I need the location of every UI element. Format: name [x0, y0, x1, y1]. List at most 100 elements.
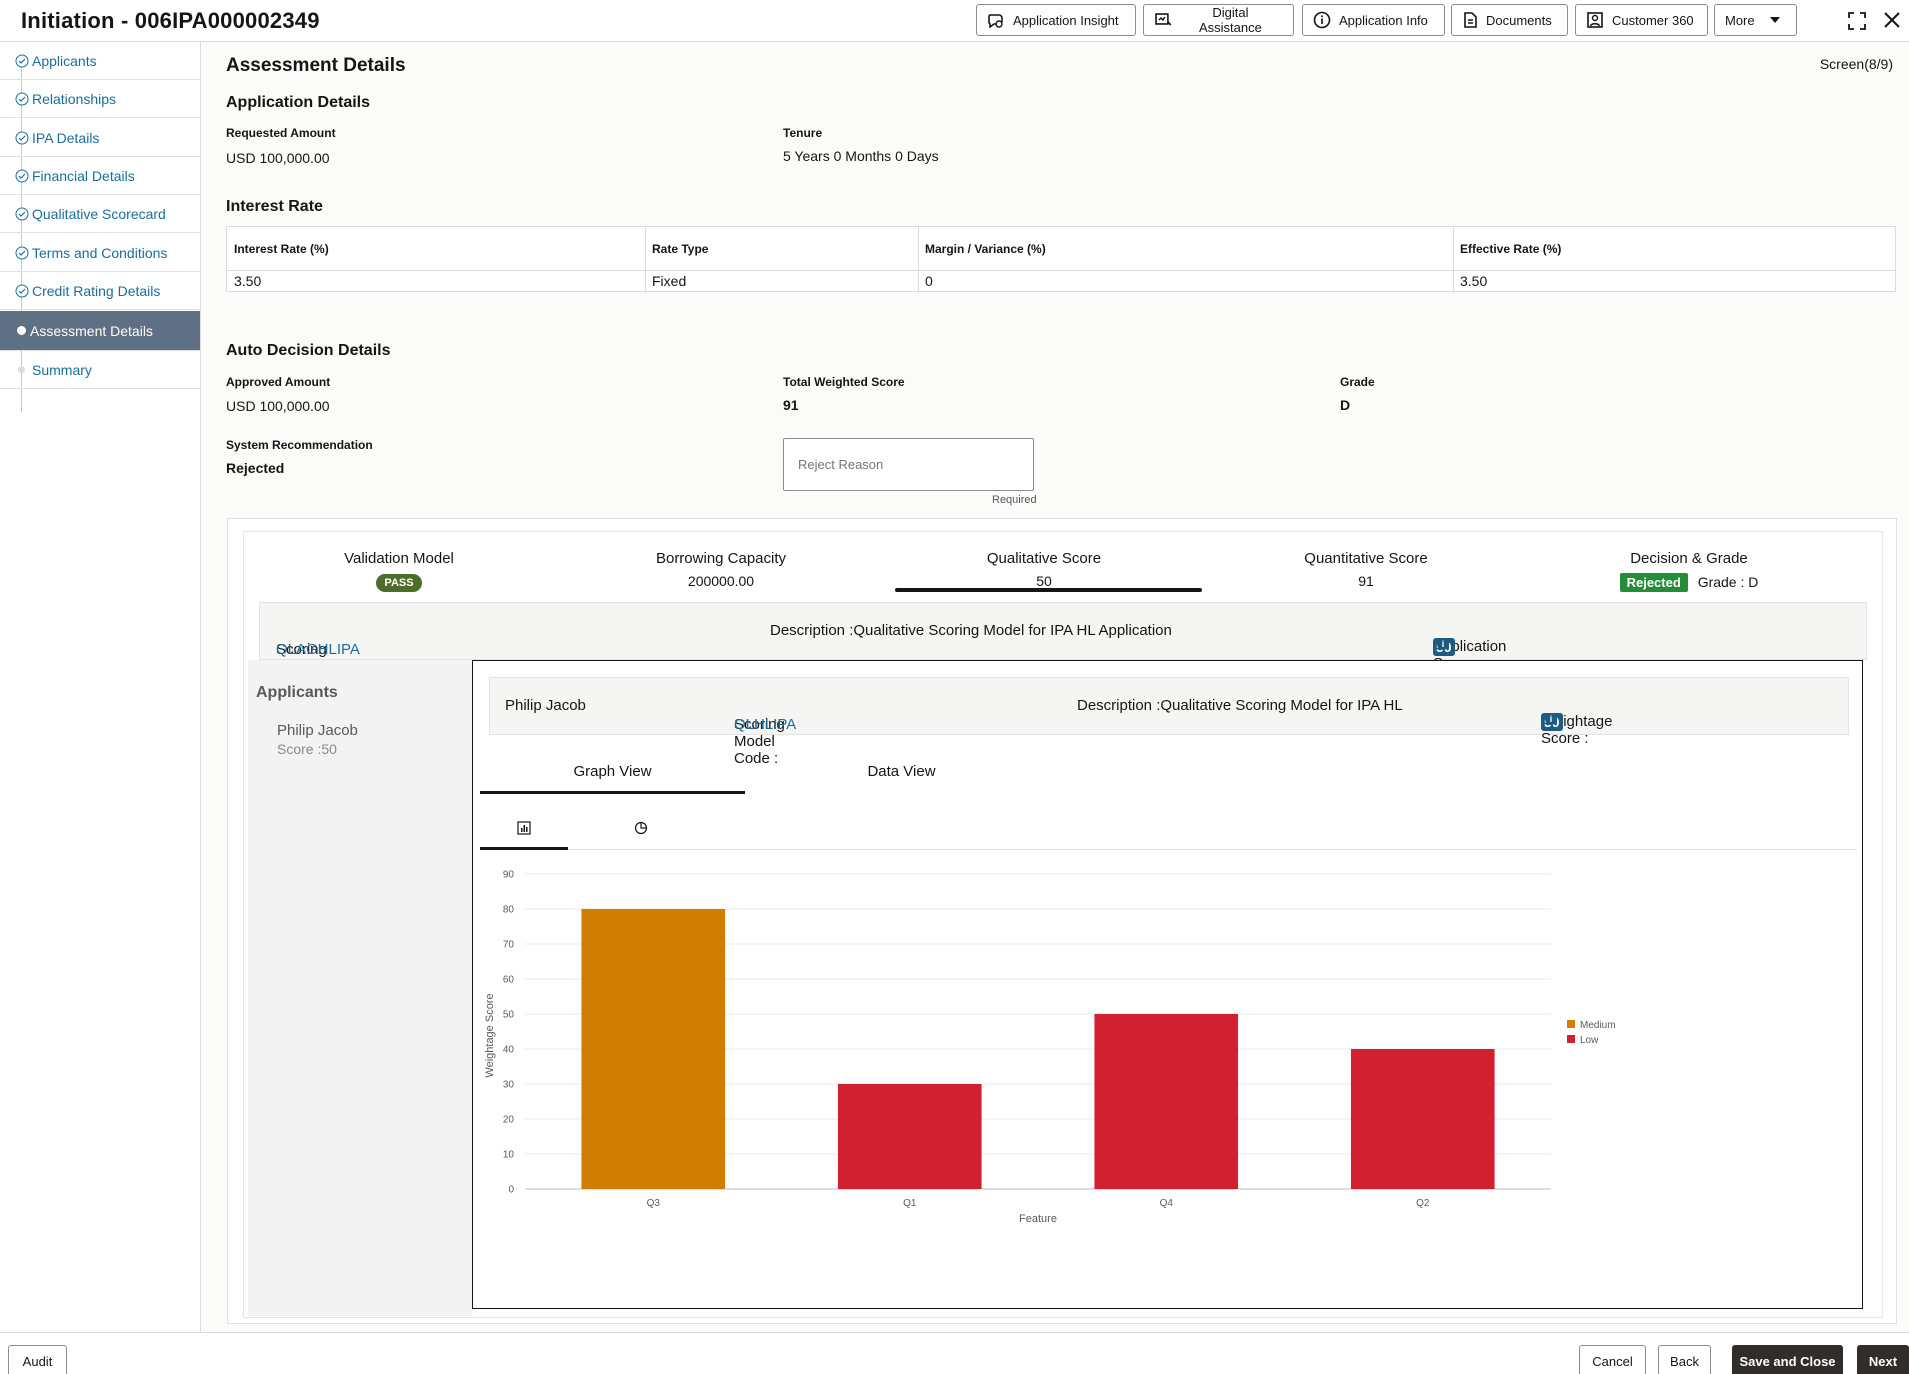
- customer-icon: [1587, 12, 1603, 28]
- applicant-scoring-bar: Philip Jacob Scoring Model Code : QLHLIPA…: [489, 677, 1849, 767]
- more-label: More: [1725, 12, 1755, 28]
- back-button[interactable]: Back: [1658, 1345, 1711, 1374]
- y-tick-label: 90: [503, 870, 515, 881]
- applicant-score-detail: Philip Jacob Scoring Model Code : QLHLIPA…: [472, 660, 1863, 1309]
- tab-title: Borrowing Capacity: [655, 550, 787, 567]
- reject-reason-input[interactable]: [783, 438, 1034, 491]
- sidebar-item-applicants[interactable]: Applicants: [0, 42, 200, 80]
- x-tick-label: Q1: [903, 1198, 917, 1209]
- column-header: Interest Rate (%): [234, 242, 329, 256]
- digital-assistance-label: Digital Assistance: [1198, 5, 1262, 35]
- info-icon: [1313, 11, 1331, 29]
- score-panel-inner: Validation Model PASS Borrowing Capacity…: [243, 531, 1883, 1318]
- audit-button[interactable]: Audit: [8, 1345, 67, 1374]
- table-cell: 0: [925, 273, 933, 289]
- bar-q1: [837, 1084, 982, 1189]
- applicant-name: Philip Jacob: [277, 722, 358, 739]
- digital-assistant-icon: [1155, 13, 1172, 26]
- tab-title: Validation Model: [344, 550, 454, 567]
- sidebar-item-qualitative-scorecard[interactable]: Qualitative Scorecard: [0, 195, 200, 233]
- documents-label: Documents: [1486, 12, 1552, 28]
- score-panel: Validation Model PASS Borrowing Capacity…: [227, 518, 1897, 1324]
- applicants-list-panel: Applicants Philip Jacob Score :50: [248, 660, 472, 1316]
- save-and-close-button[interactable]: Save and Close: [1732, 1345, 1843, 1374]
- column-divider: [645, 227, 646, 293]
- check-circle-icon: [15, 54, 29, 68]
- digital-assistance-button[interactable]: Digital Assistance: [1143, 4, 1294, 36]
- chart-tab-divider: [480, 849, 1857, 850]
- sidebar-item-label: Applicants: [32, 52, 97, 69]
- tab-title: Quantitative Score: [1304, 550, 1428, 567]
- pending-step-dot: [18, 366, 25, 373]
- tab-graph-view[interactable]: Graph View: [573, 763, 652, 780]
- scoring-model-code-link[interactable]: QLAGHLIPA: [276, 641, 360, 658]
- sidebar-item-credit-rating-details[interactable]: Credit Rating Details: [0, 272, 200, 310]
- page-title: Initiation - 006IPA000002349: [21, 8, 320, 33]
- check-circle-icon: [15, 92, 29, 106]
- application-details-heading: Application Details: [226, 94, 371, 111]
- application-info-button[interactable]: Application Info: [1302, 4, 1445, 36]
- y-tick-label: 20: [503, 1115, 515, 1126]
- next-button[interactable]: Next: [1857, 1345, 1909, 1374]
- scoring-model-bar: Scoring Model Code : QLAGHLIPA Descripti…: [259, 602, 1867, 692]
- selected-view-indicator: [480, 791, 745, 794]
- requested-amount-value: USD 100,000.00: [226, 150, 330, 166]
- check-circle-icon: [15, 246, 29, 260]
- pie-chart-icon[interactable]: [634, 821, 648, 835]
- sidebar-item-assessment-details[interactable]: Assessment Details: [0, 311, 200, 351]
- tab-data-view[interactable]: Data View: [867, 763, 936, 780]
- sidebar-item-label: Financial Details: [32, 167, 135, 184]
- y-tick-label: 50: [503, 1010, 515, 1021]
- sidebar-item-terms-and-conditions[interactable]: Terms and Conditions: [0, 234, 200, 272]
- sidebar-item-label: Relationships: [32, 90, 117, 107]
- legend-swatch-medium: [1567, 1020, 1575, 1028]
- table-header-row: [227, 227, 1895, 271]
- grade-value: D: [1340, 397, 1351, 413]
- close-icon[interactable]: [1882, 10, 1902, 30]
- application-info-label: Application Info: [1339, 12, 1428, 28]
- sidebar-item-label: Credit Rating Details: [32, 282, 161, 299]
- tab-title: Qualitative Score: [986, 550, 1102, 567]
- table-cell: 3.50: [1460, 273, 1488, 289]
- sidebar-item-label: Terms and Conditions: [32, 244, 168, 261]
- customer-360-button[interactable]: Customer 360: [1575, 4, 1708, 36]
- sidebar-item-summary[interactable]: Summary: [0, 351, 200, 389]
- more-button[interactable]: More: [1714, 4, 1797, 36]
- maximize-icon[interactable]: [1846, 10, 1868, 32]
- rejected-badge: Rejected: [1619, 573, 1688, 592]
- tab-quantitative-score[interactable]: Quantitative Score 91: [1211, 550, 1521, 589]
- applicant-scoring-code-link[interactable]: QLHLIPA: [734, 716, 797, 733]
- application-insight-label: Application Insight: [1013, 12, 1119, 28]
- applicant-item[interactable]: Philip Jacob Score :50: [277, 722, 358, 757]
- sidebar-item-financial-details[interactable]: Financial Details: [0, 157, 200, 195]
- tab-value: 200000.00: [687, 573, 755, 589]
- bar-q4: [1094, 1014, 1239, 1189]
- y-tick-label: 70: [503, 940, 515, 951]
- application-insight-button[interactable]: Application Insight: [976, 4, 1136, 36]
- tab-decision-grade[interactable]: Decision & Grade Rejected Grade : D: [1534, 550, 1844, 592]
- scoring-description: Description :Qualitative Scoring Model f…: [770, 622, 1172, 639]
- info-icon[interactable]: i: [1545, 713, 1557, 725]
- sidebar-item-label: Assessment Details: [30, 322, 153, 339]
- tab-qualitative-score[interactable]: Qualitative Score 50: [889, 550, 1199, 589]
- documents-button[interactable]: Documents: [1451, 4, 1568, 36]
- interest-rate-table: Interest Rate (%) Rate Type Margin / Var…: [226, 226, 1896, 293]
- selected-chart-indicator: [480, 847, 568, 850]
- insight-icon: [988, 14, 1003, 28]
- section-title: Assessment Details: [226, 55, 406, 76]
- document-icon: [1464, 12, 1477, 28]
- tenure-value: 5 Years 0 Months 0 Days: [783, 148, 939, 164]
- tab-borrowing-capacity[interactable]: Borrowing Capacity 200000.00: [566, 550, 876, 589]
- sidebar-item-relationships[interactable]: Relationships: [0, 80, 200, 118]
- tab-validation-model[interactable]: Validation Model PASS: [244, 550, 554, 592]
- check-circle-icon: [15, 284, 29, 298]
- bar-q3: [581, 909, 726, 1189]
- x-tick-label: Q2: [1416, 1198, 1430, 1209]
- grade-label: Grade: [1340, 375, 1375, 389]
- step-navigation: Applicants Relationships IPA Details Fin…: [0, 42, 201, 1332]
- bar-chart-icon[interactable]: [517, 821, 531, 835]
- legend-label-medium: Medium: [1580, 1020, 1616, 1031]
- sidebar-item-ipa-details[interactable]: IPA Details: [0, 119, 200, 157]
- info-icon[interactable]: i: [1437, 638, 1449, 650]
- cancel-button[interactable]: Cancel: [1579, 1345, 1646, 1374]
